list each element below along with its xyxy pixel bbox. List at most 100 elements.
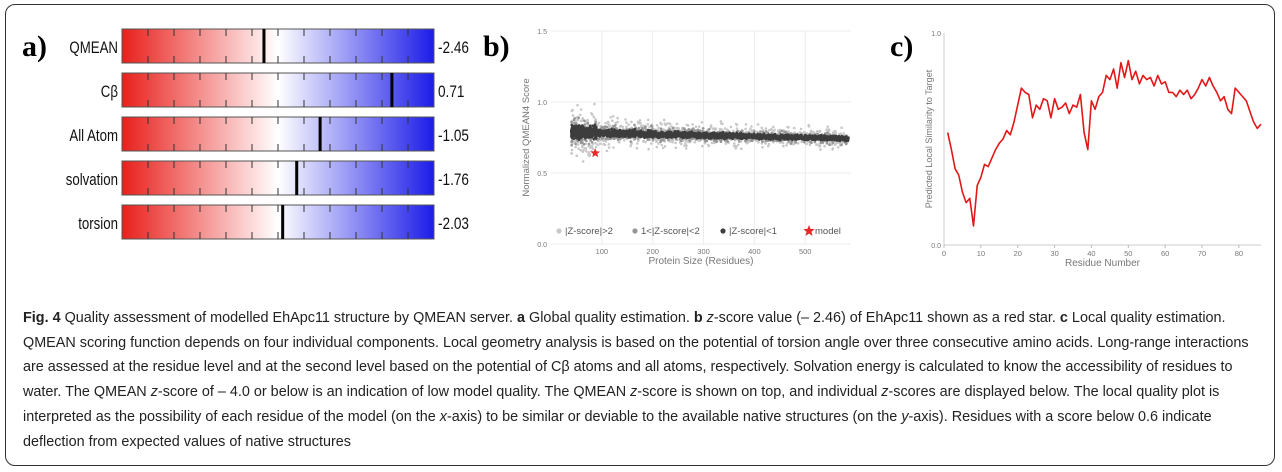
scatter-point <box>734 144 737 148</box>
scatter-point <box>599 142 602 146</box>
scatter-point <box>808 143 812 147</box>
scatter-point <box>744 127 747 131</box>
bar-value-label: -1.76 <box>438 171 469 190</box>
scatter-point <box>605 129 608 132</box>
scatter-point <box>642 140 645 143</box>
scatter-point <box>648 125 651 129</box>
scatter-point <box>611 119 614 122</box>
scatter-point <box>794 140 797 144</box>
legend-label: 1<|Z-score|<2 <box>641 226 700 237</box>
score-marker <box>318 117 322 151</box>
scatter-point <box>763 135 766 139</box>
scatter-point <box>831 148 834 151</box>
scatter-point <box>574 125 578 129</box>
scatter-point <box>713 127 716 130</box>
scatter-point <box>764 142 768 145</box>
scatter-point <box>570 109 574 113</box>
scatter-point <box>739 140 743 143</box>
scatter-point <box>600 126 603 129</box>
scatter-point <box>637 139 640 142</box>
scatter-point <box>633 123 636 127</box>
scatter-point <box>598 130 602 134</box>
scatter-point <box>767 144 770 148</box>
scatter-point <box>574 134 578 138</box>
bar-category-label: torsion <box>78 215 118 234</box>
scatter-point <box>644 140 647 144</box>
scatter-point <box>604 139 608 143</box>
scatter-point <box>582 128 585 131</box>
scatter-point <box>815 136 819 140</box>
scatter-point <box>608 134 612 138</box>
scatter-point <box>571 114 575 117</box>
scatter-point <box>710 133 713 137</box>
scatter-point <box>821 136 824 139</box>
caption-a-label: a <box>517 310 526 326</box>
scatter-point <box>684 147 688 150</box>
x-tick-label: 0 <box>942 249 946 258</box>
scatter-point <box>584 147 588 150</box>
scatter-point <box>576 118 579 122</box>
scatter-point <box>749 127 752 131</box>
scatter-point <box>732 129 735 133</box>
scatter-point <box>606 137 609 140</box>
scatter-point <box>579 108 583 111</box>
scatter-point <box>651 127 654 131</box>
scatter-point <box>662 118 666 122</box>
scatter-point <box>819 138 823 142</box>
scatter-point <box>687 133 691 136</box>
x-tick-label: 400 <box>748 247 761 256</box>
scatter-point <box>594 120 597 124</box>
scatter-point <box>675 132 678 135</box>
scatter-point <box>759 130 762 133</box>
scatter-point <box>663 145 667 148</box>
caption-c-text: Local quality estimation. QMEAN scoring … <box>23 310 1249 401</box>
x-axis-label: Residue Number <box>1065 258 1141 269</box>
scatter-point <box>591 124 595 127</box>
scatter-point <box>803 140 806 144</box>
scatter-point <box>719 120 723 123</box>
legend-label: model <box>815 226 841 237</box>
scatter-point <box>655 124 659 127</box>
scatter-point <box>683 132 687 135</box>
figure-caption: Fig. 4 Quality assessment of modelled Eh… <box>23 306 1258 454</box>
scatter-point <box>674 141 677 145</box>
scatter-point <box>718 134 722 137</box>
x-tick-label: 500 <box>799 247 812 256</box>
scatter-point <box>636 142 639 145</box>
scatter-point <box>570 148 574 152</box>
scatter-point <box>596 143 600 146</box>
scatter-point <box>578 138 581 141</box>
scatter-point <box>843 136 847 139</box>
caption-x-italic: x <box>439 408 447 425</box>
scatter-point <box>624 118 627 121</box>
scatter-point <box>726 133 730 137</box>
y-tick-label: 1.0 <box>537 100 547 107</box>
scatter-point <box>570 128 574 131</box>
scatter-point <box>592 130 596 133</box>
scatter-point <box>578 113 582 117</box>
scatter-point <box>840 136 844 140</box>
scatter-point <box>813 140 817 144</box>
scatter-point <box>625 121 628 124</box>
caption-z-italic: z <box>881 384 889 401</box>
scatter-point <box>619 137 622 140</box>
scatter-point <box>588 136 591 139</box>
scatter-point <box>619 130 622 134</box>
scatter-point <box>726 128 729 131</box>
scatter-point <box>787 140 790 143</box>
scatter-point <box>695 135 698 138</box>
caption-text-3: -score is shown on top, and individual <box>637 384 882 401</box>
scatter-point <box>590 141 594 144</box>
scatter-point <box>570 134 573 138</box>
scatter-point <box>616 138 620 141</box>
scatter-point <box>675 122 679 126</box>
x-tick-label: 60 <box>1161 249 1169 258</box>
scatter-point <box>844 142 848 146</box>
caption-text-2: -score of – 4.0 or below is an indicatio… <box>157 384 631 401</box>
scatter-point <box>834 142 838 145</box>
scatter-point <box>764 127 768 130</box>
scatter-point <box>841 138 845 142</box>
scatter-point <box>779 133 783 137</box>
scatter-point <box>706 143 710 147</box>
scatter-point <box>583 130 587 134</box>
